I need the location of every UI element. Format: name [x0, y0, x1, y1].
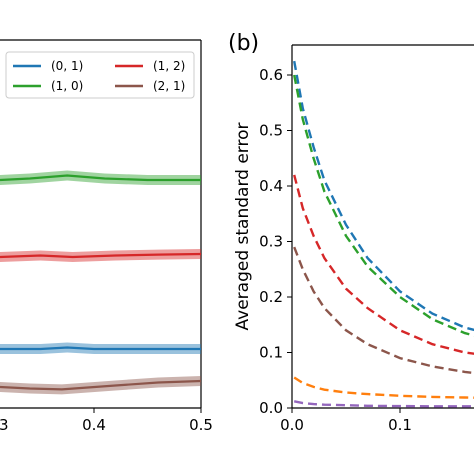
legend-frame: [5, 51, 195, 99]
legend-label: (1, 0): [51, 79, 83, 93]
y-axis-label-b: Averaged standard error: [233, 123, 253, 331]
y-tick-label-b: 0.6: [259, 66, 283, 84]
y-tick-label-b: 0.5: [259, 122, 283, 140]
x-tick-label-a: 0.4: [82, 416, 106, 434]
y-tick-label-b: 0.3: [259, 233, 283, 251]
y-tick-label-b: 0.0: [259, 399, 283, 417]
series-line-b: [293, 246, 474, 375]
legend-label: (0, 1): [51, 59, 83, 73]
series-line-b: [293, 400, 474, 408]
x-tick-label-a: 0.5: [189, 416, 213, 434]
panel-a: 0.4 0.5 3 (0, 1) (1, 2) (1, 0) (2, 1): [0, 39, 213, 434]
series-line-a: [0, 346, 201, 351]
x-tick-label-b: 0.1: [388, 416, 412, 434]
series-line-a: [0, 379, 202, 391]
series-line-a: [0, 174, 201, 182]
series-line-b: [293, 376, 474, 399]
series-line-b: [293, 74, 474, 337]
series-line-b: [293, 174, 474, 355]
y-tick-label-b: 0.4: [259, 177, 283, 195]
y-tick-label-b: 0.2: [259, 288, 283, 306]
x-tick-label-b: 0.0: [280, 416, 304, 434]
panel-b: 0.0 0.1 0.2 0.3 0.4 0.5 0.6 0.0 0.1 Averaged stan…: [228, 31, 474, 434]
series-band-a: [0, 376, 201, 395]
series-line-b: [293, 60, 474, 332]
legend-label: (2, 1): [153, 79, 185, 93]
legend: (0, 1) (1, 2) (1, 0) (2, 1): [5, 51, 195, 99]
y-tick-label-b: 0.1: [259, 344, 283, 362]
legend-label: (1, 2): [153, 59, 185, 73]
x-tick-label-a-partial: 3: [0, 416, 9, 434]
series-line-a: [0, 252, 202, 259]
panel-label-b: (b): [228, 31, 259, 56]
